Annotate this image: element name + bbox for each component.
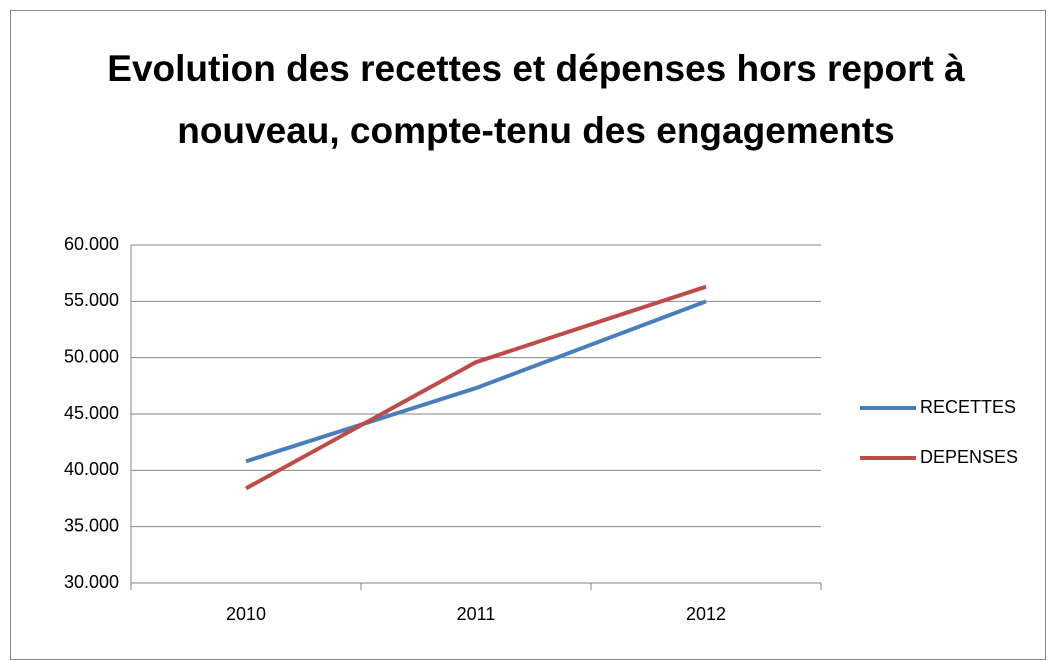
y-tick-label: 45.000 (64, 403, 119, 423)
y-tick-label: 60.000 (64, 234, 119, 254)
series-line (245, 299, 707, 464)
y-tick-label: 35.000 (64, 515, 119, 535)
x-tick-label: 2012 (686, 604, 726, 624)
y-tick-label: 30.000 (64, 572, 119, 592)
y-tick-label: 40.000 (64, 459, 119, 479)
x-tick-label: 2010 (226, 604, 266, 624)
chart-title: Evolution des recettes et dépenses hors … (107, 48, 965, 151)
series-line (245, 284, 707, 491)
x-tick-label: 2011 (457, 604, 496, 624)
y-tick-label: 55.000 (64, 290, 119, 310)
legend-label: RECETTES (920, 397, 1016, 417)
legend-label: DEPENSES (920, 447, 1018, 467)
y-tick-label: 50.000 (64, 346, 119, 366)
